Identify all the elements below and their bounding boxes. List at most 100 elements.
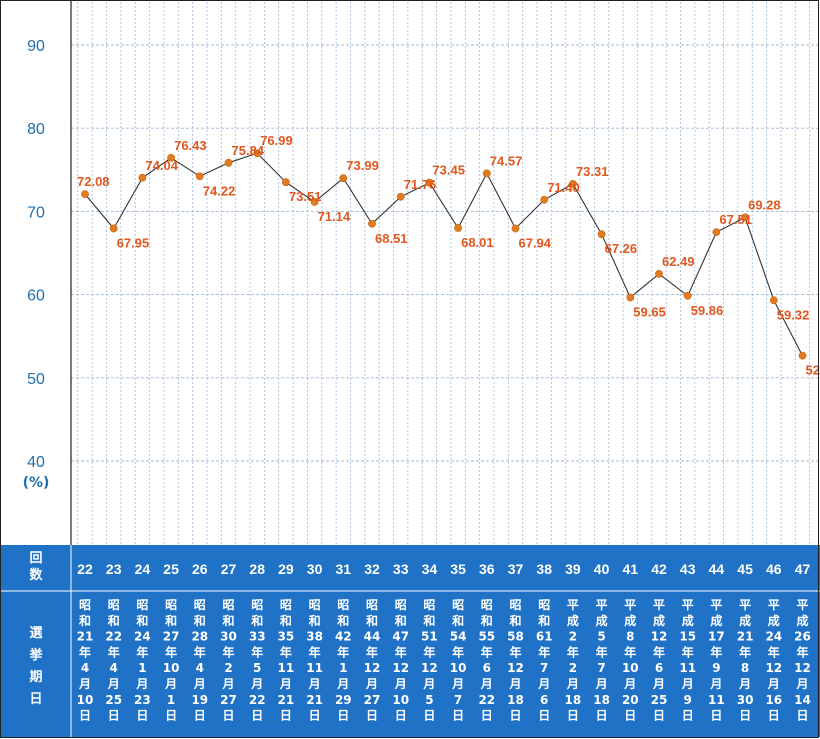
election-date-char: 11 xyxy=(708,693,725,707)
election-date-char: 61 xyxy=(536,630,553,644)
election-date-char: 12 xyxy=(421,661,438,675)
round-number-label: 47 xyxy=(795,561,811,577)
election-date-char: 12 xyxy=(794,661,811,675)
election-date-char: 昭 xyxy=(452,598,464,612)
election-date-char: 日 xyxy=(136,709,148,723)
election-date-char: 21 xyxy=(77,630,94,644)
round-header-char: 回 xyxy=(29,551,42,566)
election-date-char: 25 xyxy=(105,693,122,707)
election-date-char: 年 xyxy=(108,644,120,659)
election-date-char: 日 xyxy=(710,709,722,723)
election-date-char: 51 xyxy=(421,630,438,644)
election-date-char: 年 xyxy=(596,644,608,659)
election-date-char: 年 xyxy=(796,644,808,659)
turnout-line xyxy=(84,152,803,356)
election-date-char: 平 xyxy=(796,598,808,612)
election-date-char: 昭 xyxy=(251,598,263,612)
election-date-char: 和 xyxy=(451,613,464,628)
data-label: 71.76 xyxy=(404,177,437,192)
data-label: 67.26 xyxy=(605,241,638,256)
round-number-label: 39 xyxy=(565,561,581,577)
round-number-label: 23 xyxy=(106,561,122,577)
election-date-char: 6 xyxy=(655,661,663,675)
round-number-label: 30 xyxy=(307,561,323,577)
election-date-char: 昭 xyxy=(366,598,378,612)
election-date-char: 和 xyxy=(422,613,435,628)
data-point xyxy=(769,296,778,305)
data-label: 73.99 xyxy=(346,158,379,173)
election-date-char: 8 xyxy=(741,661,749,675)
election-date-char: 昭 xyxy=(538,598,550,612)
election-date-char: 24 xyxy=(134,630,151,644)
election-date-char: 1 xyxy=(339,661,347,675)
election-date-char: 1 xyxy=(167,693,175,707)
election-date-char: 27 xyxy=(220,693,237,707)
election-date-char: 日 xyxy=(222,709,234,723)
round-number-label: 44 xyxy=(709,561,725,577)
data-point xyxy=(425,178,434,187)
election-date-char: 和 xyxy=(78,613,91,628)
election-date-char: 月 xyxy=(595,677,608,691)
election-date-char: 22 xyxy=(105,630,122,644)
election-date-char: 月 xyxy=(709,677,722,691)
data-label: 67.94 xyxy=(519,236,552,251)
election-date-char: 年 xyxy=(624,644,636,659)
y-tick-label: 70 xyxy=(27,204,45,221)
election-date-char: 月 xyxy=(480,677,493,691)
election-date-char: 26 xyxy=(794,630,811,644)
data-label: 52.66 xyxy=(806,363,820,378)
data-label: 76.99 xyxy=(260,133,293,148)
election-date-char: 月 xyxy=(250,677,263,691)
election-date-char: 月 xyxy=(193,677,206,691)
data-point xyxy=(683,291,692,300)
round-number-label: 43 xyxy=(680,561,696,577)
round-number-label: 31 xyxy=(336,561,352,577)
election-date-char: 9 xyxy=(684,693,692,707)
election-date-char: 年 xyxy=(222,644,234,659)
data-point xyxy=(482,169,491,178)
election-date-char: 和 xyxy=(365,613,378,628)
election-date-char: 月 xyxy=(652,677,665,691)
election-date-char: 平 xyxy=(596,598,608,612)
election-date-char: 4 xyxy=(196,661,204,675)
election-date-char: 22 xyxy=(249,693,266,707)
election-date-char: 平 xyxy=(567,598,579,612)
election-date-char: 年 xyxy=(395,644,407,659)
election-date-char: 44 xyxy=(364,630,381,644)
data-label: 69.28 xyxy=(748,197,781,212)
data-label: 73.45 xyxy=(432,163,465,178)
election-date-char: 33 xyxy=(249,630,266,644)
election-date-char: 年 xyxy=(509,644,521,659)
election-date-char: 11 xyxy=(278,661,295,675)
round-number-label: 28 xyxy=(249,561,265,577)
election-date-char: 月 xyxy=(623,677,636,691)
data-label: 71.14 xyxy=(318,209,351,224)
election-date-char: 日 xyxy=(624,709,636,723)
election-date-char: 成 xyxy=(768,613,780,628)
election-date-char: 昭 xyxy=(222,598,234,612)
round-number-label: 33 xyxy=(393,561,409,577)
election-date-char: 日 xyxy=(337,709,349,723)
election-date-char: 30 xyxy=(220,630,237,644)
data-point xyxy=(655,269,663,278)
round-number-label: 34 xyxy=(422,561,438,577)
election-date-char: 日 xyxy=(538,709,550,723)
election-date-char: 年 xyxy=(452,644,464,659)
election-date-char: 平 xyxy=(682,598,694,612)
data-point xyxy=(741,213,749,222)
election-date-char: 42 xyxy=(335,630,352,644)
election-date-char: 7 xyxy=(597,661,605,675)
election-date-char: 18 xyxy=(593,693,610,707)
election-date-char: 月 xyxy=(795,677,808,691)
election-date-char: 成 xyxy=(653,613,665,628)
election-date-char: 日 xyxy=(682,709,694,723)
data-point xyxy=(167,154,175,162)
election-date-char: 35 xyxy=(278,630,295,644)
election-date-char: 23 xyxy=(134,693,151,707)
election-date-char: 昭 xyxy=(108,598,120,612)
election-date-char: 月 xyxy=(107,677,120,691)
election-date-char: 和 xyxy=(394,613,407,628)
data-point xyxy=(712,228,721,237)
round-number-label: 29 xyxy=(278,561,294,577)
